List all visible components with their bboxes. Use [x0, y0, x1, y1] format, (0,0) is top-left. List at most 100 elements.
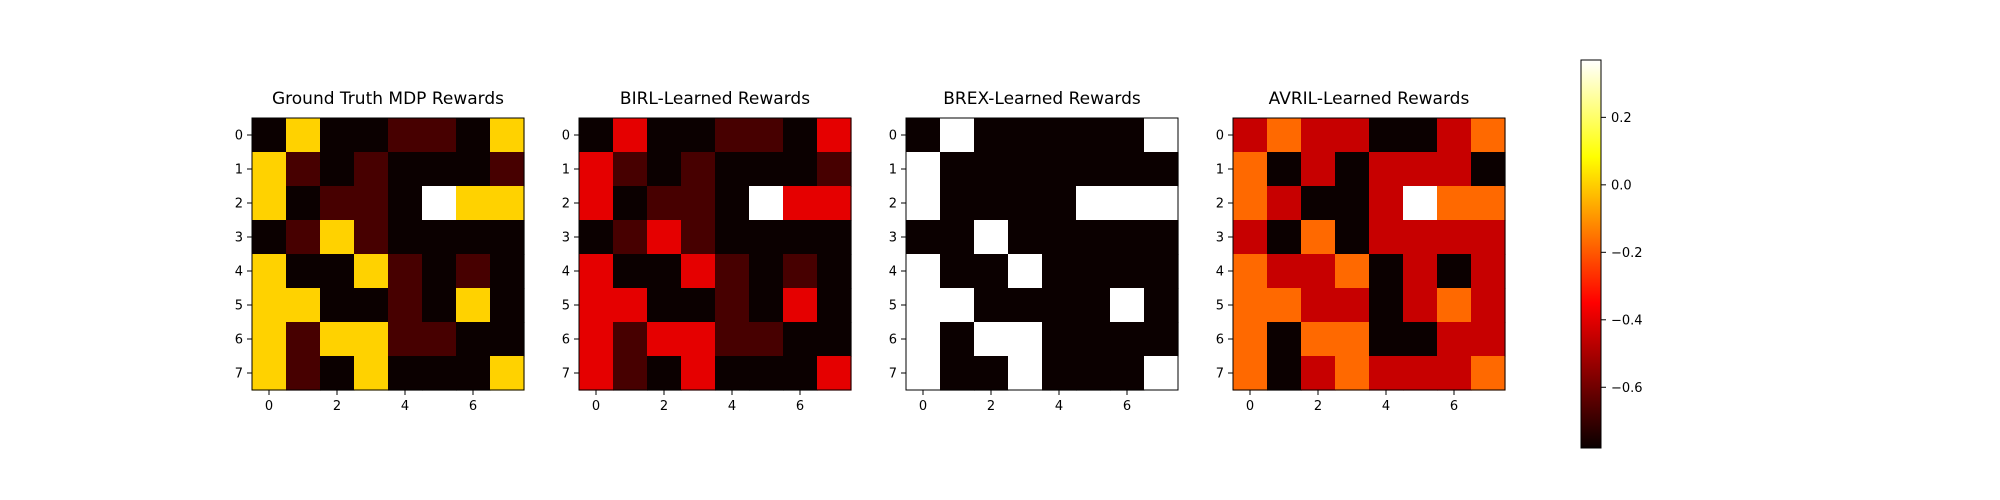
heatmap-cell — [1008, 288, 1043, 323]
heatmap-cell — [1233, 322, 1268, 357]
heatmap-cell — [1008, 152, 1043, 187]
heatmap-cell — [1267, 322, 1302, 357]
heatmap-cell — [817, 220, 852, 255]
heatmap-cell — [715, 220, 750, 255]
heatmap-cell — [974, 254, 1009, 289]
heatmap-cell — [1267, 220, 1302, 255]
heatmap-cell — [817, 118, 852, 153]
heatmap-panel: BIRL-Learned Rewards 0 2 4 6 0 1 2 3 4 5 6 7 — [562, 89, 852, 414]
x-tick-label: 2 — [987, 399, 995, 414]
heatmap-cell — [613, 118, 648, 153]
panel-title: AVRIL-Learned Rewards — [1269, 89, 1470, 109]
heatmap-cell — [456, 118, 491, 153]
heatmap-cell — [388, 118, 423, 153]
heatmap-cell — [1076, 220, 1111, 255]
heatmap-cell — [252, 322, 287, 357]
heatmap-cell — [422, 220, 457, 255]
heatmap-cell — [1144, 220, 1179, 255]
heatmap-cell — [1301, 322, 1336, 357]
heatmap-cell — [422, 254, 457, 289]
heatmap-cell — [1076, 322, 1111, 357]
panel-frame — [905, 117, 1179, 391]
heatmap-cell — [681, 152, 716, 187]
heatmap-cell — [388, 322, 423, 357]
heatmap-cell — [1369, 356, 1404, 391]
heatmap-cell — [1471, 186, 1506, 221]
heatmap-cell — [906, 288, 941, 323]
heatmap-cell — [490, 356, 525, 391]
heatmap-cell — [613, 322, 648, 357]
heatmap-cell — [1042, 220, 1077, 255]
heatmap-cell — [456, 152, 491, 187]
heatmap-cell — [1233, 186, 1268, 221]
heatmap-cell — [286, 322, 321, 357]
heatmap-cell — [286, 152, 321, 187]
panel-title: BIRL-Learned Rewards — [620, 89, 810, 109]
heatmap-cell — [1335, 152, 1370, 187]
heatmap-cell — [1267, 118, 1302, 153]
heatmap-cell — [1403, 152, 1438, 187]
x-tick-label: 6 — [796, 399, 804, 414]
heatmap-cell — [1471, 356, 1506, 391]
heatmap-cell — [1369, 322, 1404, 357]
colorbar-tick-label: −0.4 — [1611, 313, 1643, 328]
heatmap-cell — [1369, 186, 1404, 221]
heatmap-cell — [1233, 220, 1268, 255]
colorbar: 0.2 0.0 −0.2 −0.4 −0.6 — [1580, 59, 1643, 449]
heatmap-cell — [974, 220, 1009, 255]
heatmap-cell — [1076, 186, 1111, 221]
heatmap-cell — [1144, 254, 1179, 289]
heatmap-cell — [252, 356, 287, 391]
x-tick-label: 0 — [919, 399, 927, 414]
heatmap-cell — [940, 322, 975, 357]
heatmap-cell — [1301, 254, 1336, 289]
heatmap-cell — [715, 254, 750, 289]
heatmap-cell — [422, 288, 457, 323]
heatmap-cell — [1369, 288, 1404, 323]
heatmap-cell — [749, 322, 784, 357]
heatmap-cell — [456, 356, 491, 391]
heatmap-cell — [974, 152, 1009, 187]
heatmap-cell — [715, 288, 750, 323]
heatmap-cell — [1144, 288, 1179, 323]
heatmap-cell — [1042, 254, 1077, 289]
heatmap-cell — [749, 118, 784, 153]
heatmap-cell — [1233, 152, 1268, 187]
heatmap-cell — [1335, 118, 1370, 153]
panel-frame — [251, 117, 525, 391]
heatmap-cell — [490, 118, 525, 153]
y-tick-label: 0 — [235, 129, 243, 144]
panel-title: BREX-Learned Rewards — [943, 89, 1141, 109]
x-tick-label: 2 — [660, 399, 668, 414]
panel-title: Ground Truth MDP Rewards — [272, 89, 504, 109]
heatmap-cell — [1437, 288, 1472, 323]
x-tick-label: 4 — [401, 399, 409, 414]
heatmap-cell — [647, 220, 682, 255]
heatmap-cell — [1008, 254, 1043, 289]
heatmap-cell — [906, 254, 941, 289]
y-tick-label: 0 — [562, 129, 570, 144]
heatmap-cell — [783, 322, 818, 357]
y-tick-label: 5 — [889, 299, 897, 314]
heatmap-cell — [647, 118, 682, 153]
y-tick-label: 4 — [562, 265, 570, 280]
x-tick-label: 2 — [333, 399, 341, 414]
heatmap-cell — [1076, 254, 1111, 289]
x-tick-label: 6 — [1450, 399, 1458, 414]
heatmap-cell — [715, 186, 750, 221]
heatmap-cell — [1008, 186, 1043, 221]
heatmap-cell — [320, 186, 355, 221]
heatmap-cell — [749, 288, 784, 323]
y-tick-label: 4 — [235, 265, 243, 280]
heatmap-cell — [388, 186, 423, 221]
heatmap-cell — [974, 118, 1009, 153]
y-tick-label: 0 — [889, 129, 897, 144]
heatmap-cell — [681, 118, 716, 153]
heatmap-cell — [354, 356, 389, 391]
x-tick-label: 4 — [728, 399, 736, 414]
heatmap-cell — [749, 356, 784, 391]
heatmap-cell — [579, 220, 614, 255]
heatmap-cell — [1335, 220, 1370, 255]
heatmap-cell — [783, 186, 818, 221]
